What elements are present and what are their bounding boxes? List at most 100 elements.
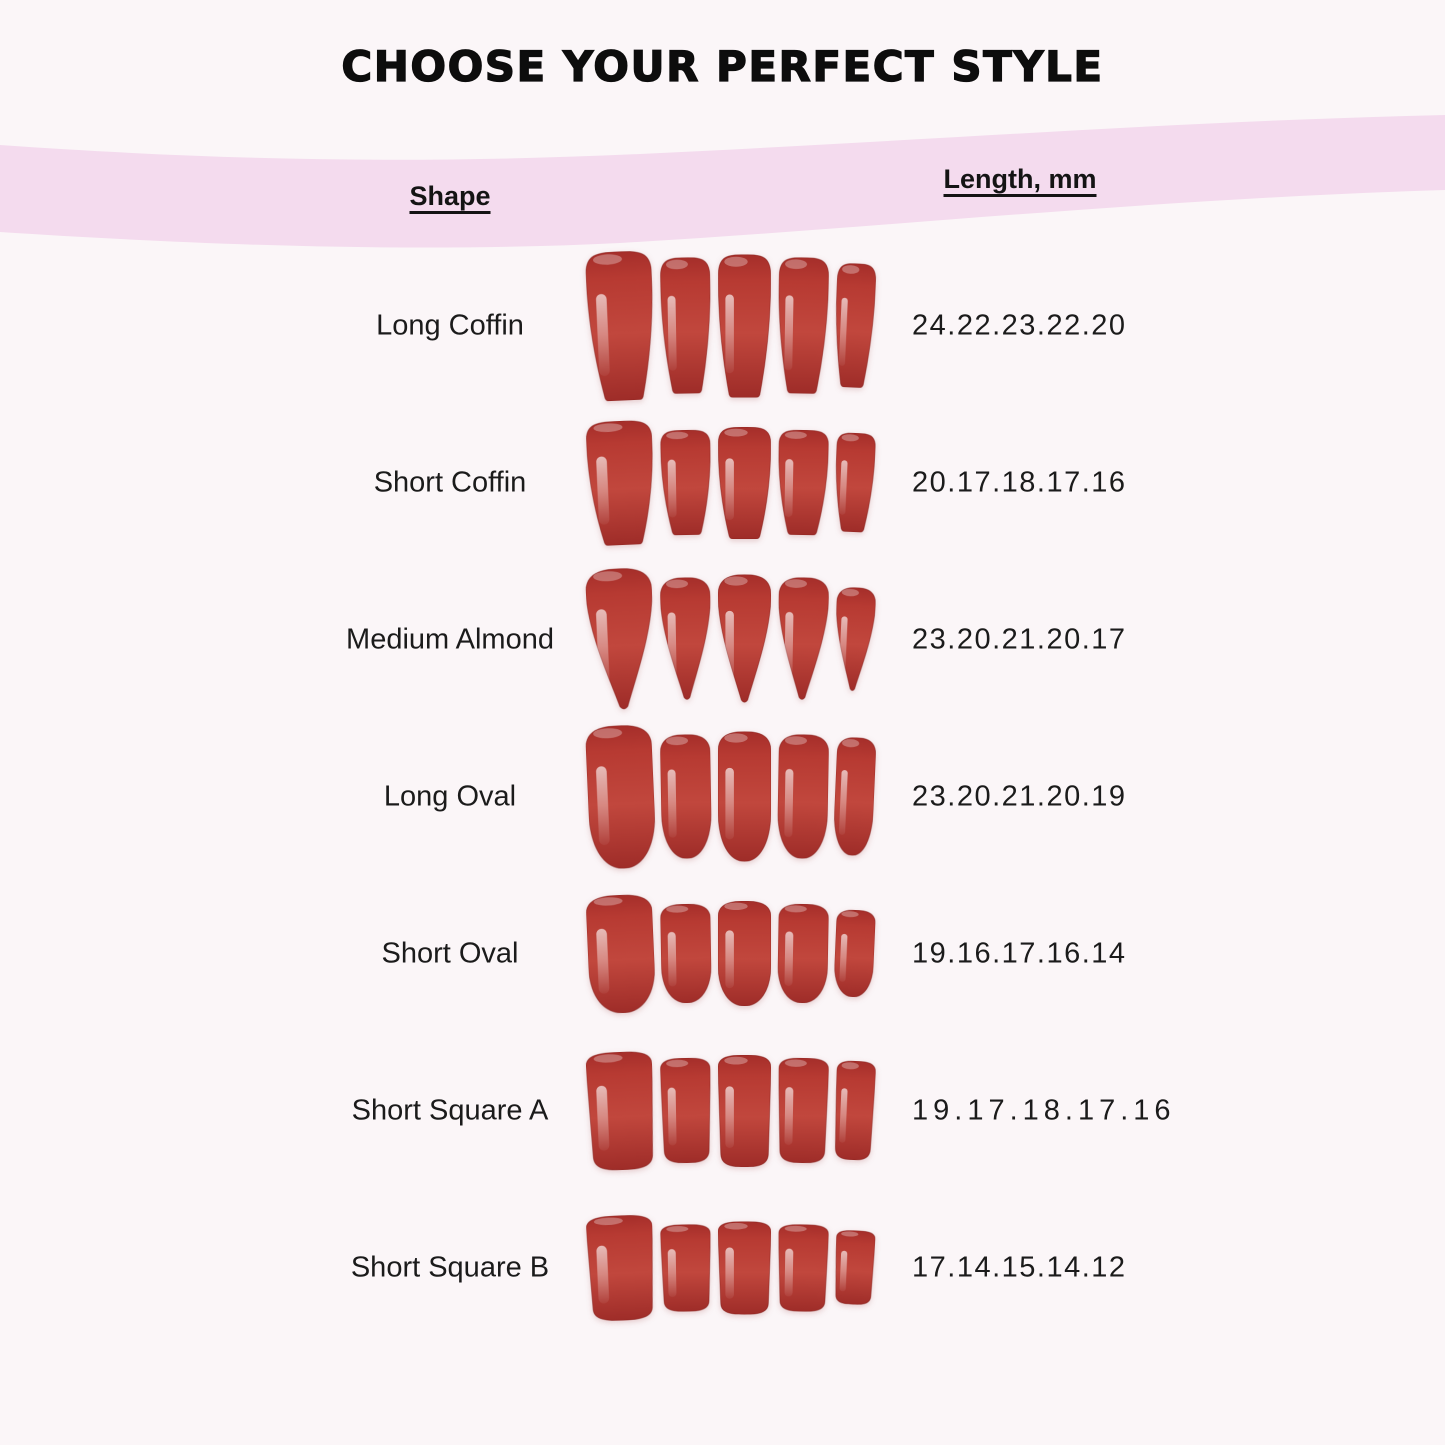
pink-wave-band [0,115,1445,248]
length-value: 19.16.17.16.14 [912,937,1127,969]
nail-finger-4 [833,586,877,693]
nail-finger-1 [659,257,712,394]
nail-finger-2 [718,1221,771,1314]
shape-name: Short Square B [350,1251,550,1283]
length-value: 24.22.23.22.20 [912,309,1127,341]
length-value: 23.20.21.20.19 [912,780,1127,812]
nail-finger-2 [718,901,771,1006]
nail-coffin-icon [659,257,711,394]
nail-finger-1 [660,903,712,1004]
nail-finger-3 [777,1223,829,1312]
nail-finger-3 [777,577,830,702]
nail-coffin-icon [778,429,829,536]
nail-oval-icon [718,731,771,862]
nail-coffin-icon [718,254,771,397]
nail-oval-icon [585,724,656,869]
style-row: Long Oval 23.20.21.20.19 [0,718,1445,875]
nail-set-image [585,250,878,402]
nail-finger-1 [659,734,712,859]
shape-name: Short Square A [351,1094,549,1126]
nail-finger-1 [660,1057,712,1164]
column-header-shape: Shape [409,181,491,211]
nail-finger-0 [585,1050,656,1171]
nail-set-image [585,419,878,546]
shape-name: Short Coffin [373,466,527,498]
nail-coffin-icon [835,262,877,389]
nail-finger-3 [777,1057,829,1164]
shape-name: Short Oval [381,937,519,969]
nail-coffin-icon [718,426,771,539]
column-header-length: Length, mm [943,164,1097,194]
nail-finger-2 [718,1054,771,1167]
pink-wave-path [0,115,1445,248]
nail-oval-icon [777,903,829,1004]
nail-almond-icon [836,586,877,691]
nail-finger-3 [777,734,830,859]
nail-oval-icon [834,909,876,998]
style-row: Medium Almond 23.20.21.20.17 [0,561,1445,718]
nail-oval-icon [659,734,712,859]
style-row: Short Oval 19.16.17.16.14 [0,875,1445,1032]
shape-name: Medium Almond [346,623,554,655]
nail-oval-icon [585,893,655,1013]
shape-name: Long Coffin [376,309,524,341]
nail-finger-0 [585,724,657,870]
nail-square-icon [835,1229,876,1306]
nail-coffin-icon [585,419,653,546]
nail-coffin-icon [585,250,653,402]
nail-finger-1 [660,1223,712,1312]
nail-square-icon [834,1060,877,1161]
style-rows: Long Coffin 24.22.23.22.20 Short Coffin 20.… [0,247,1445,1346]
nail-finger-0 [585,250,657,402]
length-value: 20.17.18.17.16 [912,466,1127,498]
nail-square-icon [660,1223,711,1312]
nail-finger-4 [833,909,876,998]
nail-oval-icon [833,737,877,856]
nail-finger-4 [833,1060,877,1161]
nail-set-image [585,724,878,870]
nail-square-icon [778,1223,829,1312]
shape-name: Long Oval [383,780,517,812]
nail-almond-icon [778,577,830,700]
nail-square-icon [718,1221,771,1314]
nail-almond-icon [718,574,771,703]
nail-finger-2 [718,731,771,862]
style-row: Short Square A 19.17.18.17.16 [0,1032,1445,1189]
nail-oval-icon [718,901,771,1006]
nail-square-icon [585,1214,653,1321]
nail-finger-3 [777,903,829,1004]
nail-finger-4 [833,432,876,533]
nail-square-icon [718,1054,771,1167]
nail-coffin-icon [835,432,876,533]
style-row: Long Coffin 24.22.23.22.20 [0,247,1445,404]
nail-coffin-icon [778,257,830,394]
length-value: 17.14.15.14.12 [912,1251,1127,1283]
nail-finger-4 [832,737,877,857]
nail-oval-icon [777,734,830,859]
nail-finger-3 [777,429,829,536]
nail-finger-0 [585,893,656,1014]
nail-almond-icon [585,567,653,709]
nail-finger-1 [659,577,712,702]
nail-finger-2 [718,254,771,397]
nail-set-image [585,1050,878,1171]
nail-set-image [585,893,878,1014]
nail-set-image [585,567,878,713]
nail-oval-icon [660,903,712,1004]
nail-set-image [585,1214,878,1321]
style-row: Short Square B 17.14.15.14.12 [0,1189,1445,1346]
nail-finger-4 [832,262,877,389]
nail-finger-0 [585,567,657,713]
style-row: Short Coffin 20.17.18.17.16 [0,404,1445,561]
nail-finger-4 [833,1229,876,1306]
nail-square-icon [585,1050,654,1171]
nail-finger-3 [777,257,830,394]
nail-finger-2 [718,574,771,705]
nail-almond-icon [659,577,711,700]
nail-finger-2 [718,426,771,539]
page-title: CHOOSE YOUR PERFECT STYLE [341,41,1104,91]
nail-square-icon [778,1057,829,1164]
nail-finger-0 [585,419,656,546]
nail-square-icon [660,1057,711,1164]
